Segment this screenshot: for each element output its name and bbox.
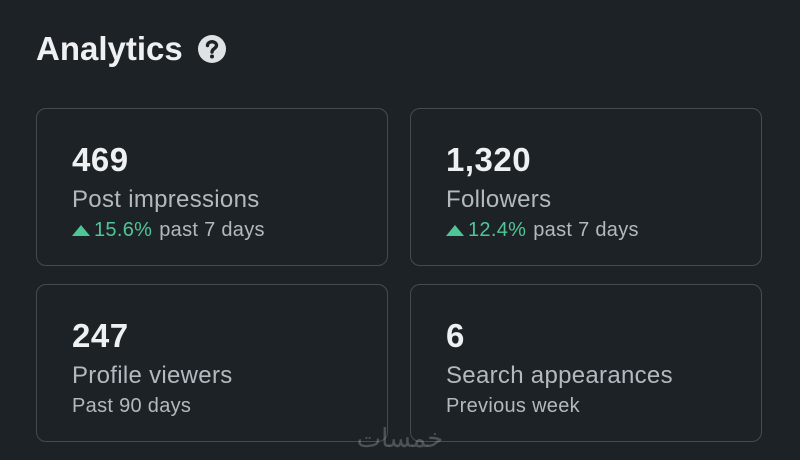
stat-period: past 7 days (533, 219, 639, 241)
stat-label: Post impressions (72, 186, 260, 213)
stat-value: 1,320 (446, 141, 532, 178)
stat-subline: 12.4% past 7 days (446, 219, 639, 242)
watermark: خمسات (356, 424, 444, 454)
stat-label: Followers (446, 186, 552, 213)
stat-label: Search appearances (446, 362, 673, 389)
stat-card[interactable]: 6 Search appearances Previous week (410, 284, 762, 442)
stat-change: 15.6% (94, 219, 153, 241)
stat-value: 247 (72, 317, 129, 354)
stat-card[interactable]: 469 Post impressions 15.6% past 7 days (36, 108, 388, 266)
title: Analytics (36, 30, 183, 67)
stat-value: 469 (72, 141, 129, 178)
header: Analytics (36, 30, 227, 68)
stat-subline: Past 90 days (72, 395, 191, 418)
help-icon[interactable] (197, 34, 227, 64)
stat-change: 12.4% (468, 219, 527, 241)
stat-period: Past 90 days (72, 395, 192, 417)
stat-subline: Previous week (446, 395, 580, 418)
stat-period: Previous week (446, 395, 580, 417)
up-arrow (72, 225, 90, 236)
stat-card[interactable]: 247 Profile viewers Past 90 days (36, 284, 388, 442)
stat-subline: 15.6% past 7 days (72, 219, 265, 242)
stat-period: past 7 days (159, 219, 265, 241)
stat-card[interactable]: 1,320 Followers 12.4% past 7 days (410, 108, 762, 266)
stat-label: Profile viewers (72, 362, 233, 389)
up-arrow (446, 225, 464, 236)
stat-value: 6 (446, 317, 465, 354)
